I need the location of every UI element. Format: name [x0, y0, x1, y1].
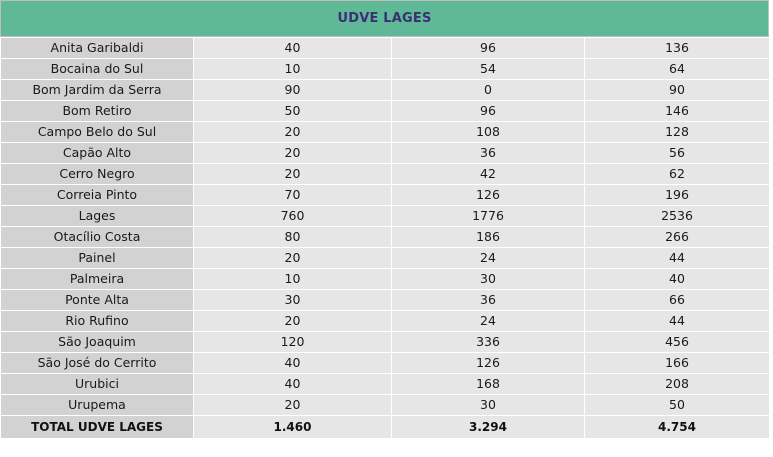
value-cell-2: 24: [391, 310, 585, 332]
table-row: Campo Belo do Sul 20 108 128: [0, 121, 770, 143]
table-body: Anita Garibaldi 40 96 136 Bocaina do Sul 10 54…: [0, 37, 770, 439]
table-row: Ponte Alta 30 36 66: [0, 289, 770, 311]
value-cell-2: 0: [391, 79, 585, 101]
value-cell-1: 40: [193, 352, 392, 374]
table-row: Rio Rufino 20 24 44: [0, 310, 770, 332]
municipality-cell: Urupema: [0, 394, 194, 416]
table-row: Otacílio Costa 80 186 266: [0, 226, 770, 248]
value-cell-1: 40: [193, 37, 392, 59]
value-cell-3: 146: [584, 100, 770, 122]
municipality-cell: Correia Pinto: [0, 184, 194, 206]
value-cell-2: 126: [391, 352, 585, 374]
value-cell-3: 128: [584, 121, 770, 143]
value-cell-1: 90: [193, 79, 392, 101]
value-cell-3: 166: [584, 352, 770, 374]
municipality-cell: São Joaquim: [0, 331, 194, 353]
value-cell-2: 186: [391, 226, 585, 248]
municipality-cell: Bom Jardim da Serra: [0, 79, 194, 101]
value-cell-1: 1.460: [193, 415, 392, 439]
value-cell-3: 196: [584, 184, 770, 206]
municipality-cell: Palmeira: [0, 268, 194, 290]
value-cell-2: 3.294: [391, 415, 585, 439]
value-cell-2: 36: [391, 142, 585, 164]
value-cell-3: 44: [584, 247, 770, 269]
table-row: Anita Garibaldi 40 96 136: [0, 37, 770, 59]
value-cell-3: 2536: [584, 205, 770, 227]
value-cell-2: 96: [391, 37, 585, 59]
value-cell-1: 20: [193, 121, 392, 143]
table-row: Palmeira 10 30 40: [0, 268, 770, 290]
value-cell-2: 54: [391, 58, 585, 80]
value-cell-1: 120: [193, 331, 392, 353]
value-cell-2: 96: [391, 100, 585, 122]
value-cell-3: 44: [584, 310, 770, 332]
value-cell-1: 30: [193, 289, 392, 311]
data-table: Anita Garibaldi 40 96 136 Bocaina do Sul 10 54…: [0, 37, 770, 439]
value-cell-2: 42: [391, 163, 585, 185]
value-cell-1: 20: [193, 163, 392, 185]
municipality-cell: Cerro Negro: [0, 163, 194, 185]
value-cell-2: 168: [391, 373, 585, 395]
table-title: UDVE LAGES: [0, 0, 769, 37]
value-cell-3: 4.754: [584, 415, 770, 439]
value-cell-1: 10: [193, 58, 392, 80]
value-cell-1: 20: [193, 142, 392, 164]
value-cell-3: 40: [584, 268, 770, 290]
municipality-cell: Ponte Alta: [0, 289, 194, 311]
value-cell-1: 50: [193, 100, 392, 122]
value-cell-2: 336: [391, 331, 585, 353]
table-row: Capão Alto 20 36 56: [0, 142, 770, 164]
value-cell-3: 62: [584, 163, 770, 185]
municipality-cell: Lages: [0, 205, 194, 227]
municipality-cell: Capão Alto: [0, 142, 194, 164]
value-cell-3: 50: [584, 394, 770, 416]
value-cell-3: 66: [584, 289, 770, 311]
value-cell-3: 208: [584, 373, 770, 395]
municipality-cell: Painel: [0, 247, 194, 269]
municipality-cell: Bocaina do Sul: [0, 58, 194, 80]
value-cell-3: 136: [584, 37, 770, 59]
table-row: Bom Retiro 50 96 146: [0, 100, 770, 122]
municipality-cell: Urubici: [0, 373, 194, 395]
table-row: Urupema 20 30 50: [0, 394, 770, 416]
value-cell-1: 80: [193, 226, 392, 248]
municipality-cell: Bom Retiro: [0, 100, 194, 122]
municipality-cell: São José do Cerrito: [0, 352, 194, 374]
value-cell-2: 36: [391, 289, 585, 311]
table-row: Cerro Negro 20 42 62: [0, 163, 770, 185]
municipality-cell: Rio Rufino: [0, 310, 194, 332]
value-cell-2: 24: [391, 247, 585, 269]
value-cell-1: 10: [193, 268, 392, 290]
value-cell-1: 70: [193, 184, 392, 206]
value-cell-1: 760: [193, 205, 392, 227]
value-cell-3: 456: [584, 331, 770, 353]
table-row: Painel 20 24 44: [0, 247, 770, 269]
value-cell-2: 126: [391, 184, 585, 206]
value-cell-2: 30: [391, 268, 585, 290]
table-row: São Joaquim 120 336 456: [0, 331, 770, 353]
table-row: Urubici 40 168 208: [0, 373, 770, 395]
table-row: São José do Cerrito 40 126 166: [0, 352, 770, 374]
udve-table-container: UDVE LAGES Anita Garibaldi 40 96 136 Bocaina…: [0, 0, 770, 439]
value-cell-3: 90: [584, 79, 770, 101]
table-row: Bocaina do Sul 10 54 64: [0, 58, 770, 80]
value-cell-3: 56: [584, 142, 770, 164]
value-cell-3: 64: [584, 58, 770, 80]
municipality-cell: Otacílio Costa: [0, 226, 194, 248]
value-cell-1: 20: [193, 310, 392, 332]
table-row: Lages 760 1776 2536: [0, 205, 770, 227]
value-cell-1: 20: [193, 394, 392, 416]
value-cell-2: 1776: [391, 205, 585, 227]
table-row: Correia Pinto 70 126 196: [0, 184, 770, 206]
value-cell-2: 108: [391, 121, 585, 143]
total-row: TOTAL UDVE LAGES 1.460 3.294 4.754: [0, 415, 770, 439]
municipality-cell: Anita Garibaldi: [0, 37, 194, 59]
value-cell-1: 40: [193, 373, 392, 395]
value-cell-2: 30: [391, 394, 585, 416]
municipality-cell: Campo Belo do Sul: [0, 121, 194, 143]
value-cell-3: 266: [584, 226, 770, 248]
table-row: Bom Jardim da Serra 90 0 90: [0, 79, 770, 101]
municipality-cell: TOTAL UDVE LAGES: [0, 415, 194, 439]
value-cell-1: 20: [193, 247, 392, 269]
